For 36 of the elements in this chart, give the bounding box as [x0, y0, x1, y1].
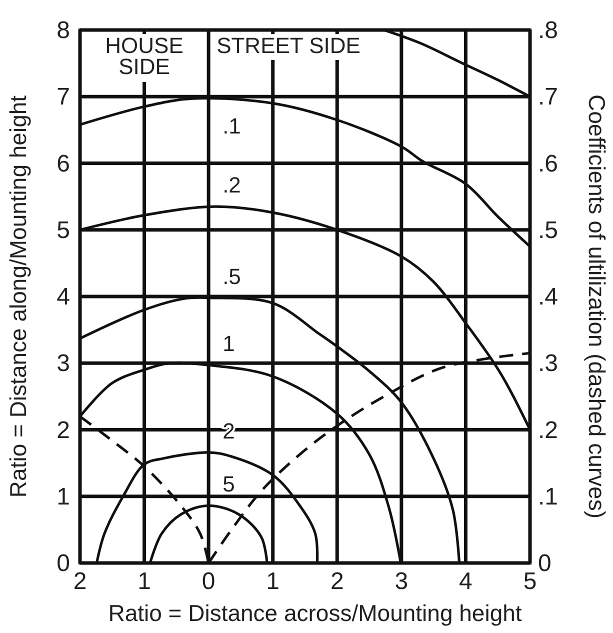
y2-tick-label: .2: [538, 416, 558, 444]
series-label: .5: [222, 264, 241, 289]
annotation: HOUSE SIDE: [105, 33, 184, 79]
x-tick-label: 1: [138, 568, 151, 595]
x-tick-label: 2: [73, 568, 87, 595]
y2-tick-label: .4: [538, 284, 558, 310]
y2-tick-label: .6: [538, 150, 558, 178]
y2-tick-label: .5: [538, 216, 558, 244]
x-tick-label: 4: [459, 568, 472, 595]
y2-tick-label: .7: [538, 84, 558, 111]
y2-axis-title: Coefficients of ultilization (dashed curves): [584, 94, 610, 519]
series-label: 1: [222, 331, 235, 356]
y2-tick-label: .1: [538, 483, 558, 510]
y-tick-label: 5: [56, 216, 70, 244]
y-tick-label: 7: [56, 84, 70, 111]
y-tick-label: 4: [56, 284, 70, 310]
x-tick-label: 2: [330, 568, 344, 595]
x-tick-label: 1: [266, 568, 280, 595]
x-tick-label: 0: [202, 568, 216, 595]
y-tick-label: 3: [56, 350, 70, 378]
x-tick-label: 3: [394, 568, 408, 595]
y-tick-label: 6: [56, 150, 70, 178]
annotation: STREET SIDE: [216, 33, 360, 58]
series-label: .1: [222, 113, 241, 138]
y2-tick-label: 0: [538, 550, 552, 577]
x-axis-title: Ratio = Distance across/Mounting height: [108, 600, 522, 626]
y-tick-label: 1: [56, 483, 70, 510]
series-label: 5: [222, 472, 235, 497]
y-tick-label: 2: [56, 416, 70, 444]
x-tick-label: 5: [523, 568, 537, 595]
y-axis-title: Ratio = Distance along/Mounting height: [5, 94, 31, 498]
y-tick-label: 8: [56, 17, 70, 44]
y2-tick-label: .8: [538, 17, 558, 44]
series-label: .2: [222, 172, 241, 198]
y2-tick-label: .3: [538, 350, 558, 378]
y-tick-label: 0: [56, 550, 70, 577]
